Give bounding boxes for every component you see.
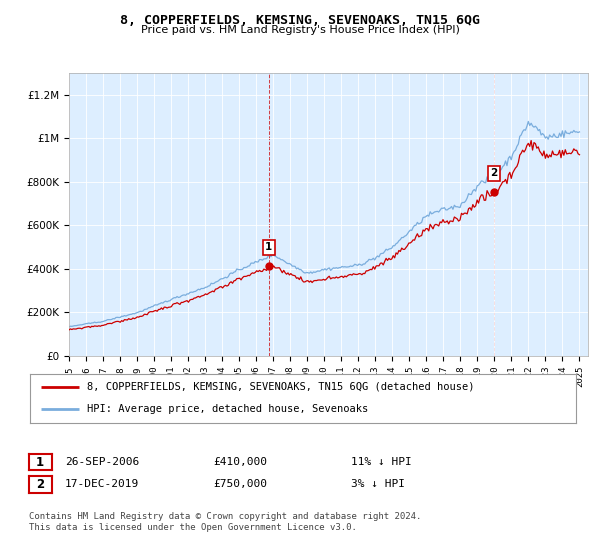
Text: £410,000: £410,000 [213, 457, 267, 467]
Text: Contains HM Land Registry data © Crown copyright and database right 2024.
This d: Contains HM Land Registry data © Crown c… [29, 512, 421, 532]
Text: 1: 1 [36, 455, 44, 469]
Text: 2: 2 [490, 169, 497, 178]
Text: 11% ↓ HPI: 11% ↓ HPI [351, 457, 412, 467]
Text: 2: 2 [36, 478, 44, 491]
Text: 8, COPPERFIELDS, KEMSING, SEVENOAKS, TN15 6QG (detached house): 8, COPPERFIELDS, KEMSING, SEVENOAKS, TN1… [88, 382, 475, 392]
Text: 1: 1 [265, 242, 272, 252]
Text: 8, COPPERFIELDS, KEMSING, SEVENOAKS, TN15 6QG: 8, COPPERFIELDS, KEMSING, SEVENOAKS, TN1… [120, 14, 480, 27]
Text: £750,000: £750,000 [213, 479, 267, 489]
Text: 26-SEP-2006: 26-SEP-2006 [65, 457, 139, 467]
Text: Price paid vs. HM Land Registry's House Price Index (HPI): Price paid vs. HM Land Registry's House … [140, 25, 460, 35]
Text: 3% ↓ HPI: 3% ↓ HPI [351, 479, 405, 489]
Text: HPI: Average price, detached house, Sevenoaks: HPI: Average price, detached house, Seve… [88, 404, 368, 414]
Text: 17-DEC-2019: 17-DEC-2019 [65, 479, 139, 489]
